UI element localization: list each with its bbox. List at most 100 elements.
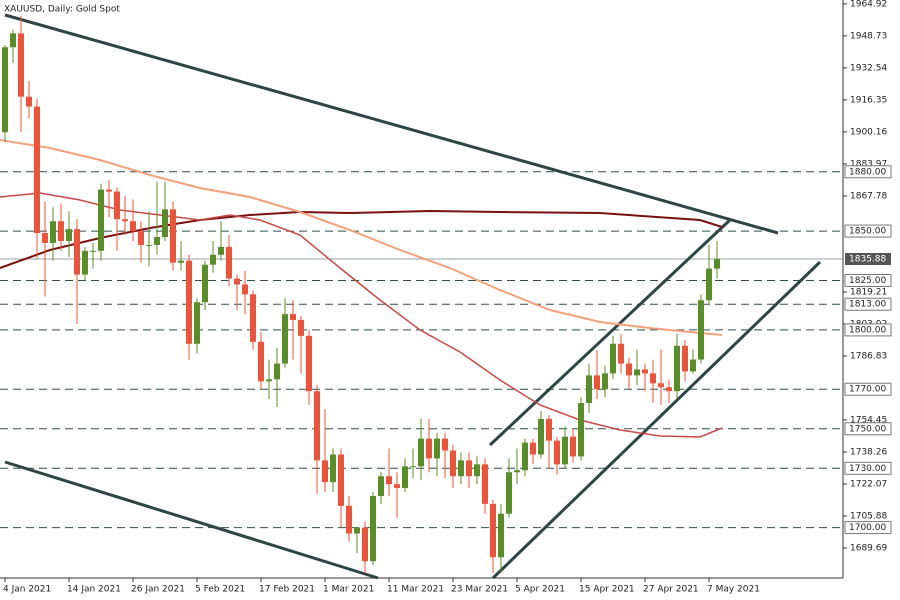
candle-body bbox=[354, 527, 360, 534]
candle-body bbox=[226, 246, 232, 279]
candle-body bbox=[618, 343, 624, 364]
candle-body bbox=[562, 436, 568, 465]
candle-body bbox=[42, 233, 48, 243]
candle-body bbox=[58, 221, 64, 241]
candle-body bbox=[234, 278, 240, 285]
y-tick-label: 1883.97 bbox=[850, 159, 887, 169]
candle-body bbox=[306, 335, 312, 392]
level-label: 1813.00 bbox=[849, 300, 886, 310]
candle-body bbox=[506, 472, 512, 514]
channel-line bbox=[488, 218, 732, 447]
x-tick-label: 5 Apr 2021 bbox=[515, 585, 565, 595]
x-tick-label: 15 Apr 2021 bbox=[579, 585, 635, 595]
y-tick-label: 1867.78 bbox=[850, 191, 887, 201]
y-tick-label: 1819.21 bbox=[850, 287, 887, 297]
candle-body bbox=[202, 264, 208, 303]
candle-body bbox=[626, 363, 632, 376]
candle-body bbox=[242, 284, 248, 295]
candle-body bbox=[378, 476, 384, 496]
candle-body bbox=[346, 505, 352, 534]
candle-body bbox=[698, 300, 704, 360]
candle-body bbox=[338, 454, 344, 506]
candle-body bbox=[706, 268, 712, 301]
candle-body bbox=[442, 438, 448, 451]
level-box bbox=[844, 422, 892, 436]
candle-body bbox=[418, 438, 424, 467]
candle-body bbox=[458, 460, 464, 477]
level-label: 1850.00 bbox=[849, 227, 886, 237]
x-tick-label: 1 Mar 2021 bbox=[323, 585, 374, 595]
y-tick-label: 1964.92 bbox=[850, 0, 887, 9]
x-tick-label: 27 Apr 2021 bbox=[643, 585, 699, 595]
candle-body bbox=[250, 294, 256, 342]
candle-body bbox=[82, 250, 88, 275]
candle-body bbox=[2, 47, 8, 133]
candle-body bbox=[130, 221, 136, 232]
candle-body bbox=[474, 464, 480, 477]
candle-body bbox=[394, 484, 400, 489]
last-price-box bbox=[845, 252, 891, 265]
candle-body bbox=[26, 96, 32, 107]
candle-body bbox=[602, 373, 608, 390]
candle-body bbox=[266, 379, 272, 382]
candle-body bbox=[650, 373, 656, 384]
level-box bbox=[844, 165, 892, 179]
level-box bbox=[844, 521, 892, 535]
candle-body bbox=[74, 229, 80, 275]
candle-body bbox=[714, 258, 720, 269]
level-box bbox=[844, 274, 892, 287]
candle-body bbox=[178, 260, 184, 263]
candle-body bbox=[642, 369, 648, 374]
trend-line bbox=[4, 460, 379, 580]
candle-body bbox=[578, 403, 584, 457]
candle-body bbox=[410, 466, 416, 468]
candle-body bbox=[290, 314, 296, 321]
y-tick-label: 1916.35 bbox=[850, 95, 887, 105]
last-price-label: 1835.88 bbox=[849, 254, 886, 264]
level-label: 1825.00 bbox=[849, 276, 886, 286]
candle-body bbox=[402, 466, 408, 489]
candle-body bbox=[362, 527, 368, 562]
level-box bbox=[844, 323, 892, 337]
x-tick-label: 4 Jan 2021 bbox=[3, 585, 51, 595]
level-label: 1880.00 bbox=[849, 167, 886, 177]
level-label: 1800.00 bbox=[849, 325, 886, 335]
candle-body bbox=[194, 302, 200, 344]
level-label: 1730.00 bbox=[849, 464, 886, 474]
candle-body bbox=[154, 237, 160, 245]
candle-body bbox=[210, 254, 216, 265]
candle-body bbox=[522, 442, 528, 471]
candle-body bbox=[594, 375, 600, 390]
candle-body bbox=[386, 476, 392, 485]
candle-body bbox=[426, 438, 432, 459]
y-tick-label: 1754.45 bbox=[850, 415, 887, 425]
candle-body bbox=[546, 418, 552, 441]
candle-body bbox=[690, 359, 696, 372]
y-tick-label: 1738.26 bbox=[850, 447, 887, 457]
candle-body bbox=[274, 363, 280, 380]
level-box bbox=[844, 224, 892, 238]
candle-body bbox=[434, 438, 440, 459]
trend-line bbox=[4, 13, 779, 235]
x-tick-label: 7 May 2021 bbox=[707, 585, 760, 595]
candle-body bbox=[610, 343, 616, 374]
level-label: 1700.00 bbox=[849, 523, 886, 533]
y-tick-label: 1948.73 bbox=[850, 31, 887, 41]
candle-body bbox=[106, 189, 112, 192]
candle-body bbox=[370, 495, 376, 562]
candle-body bbox=[34, 106, 40, 234]
candle-body bbox=[114, 191, 120, 220]
candle-body bbox=[482, 464, 488, 504]
candle-body bbox=[674, 345, 680, 392]
y-tick-label: 1900.16 bbox=[850, 127, 887, 137]
candle-body bbox=[498, 513, 504, 558]
candle-body bbox=[298, 320, 304, 336]
candle-body bbox=[666, 387, 672, 392]
candle-body bbox=[682, 345, 688, 372]
candle-body bbox=[18, 33, 24, 97]
candle-body bbox=[634, 369, 640, 376]
candle-body bbox=[218, 246, 224, 255]
candle-body bbox=[50, 221, 56, 243]
